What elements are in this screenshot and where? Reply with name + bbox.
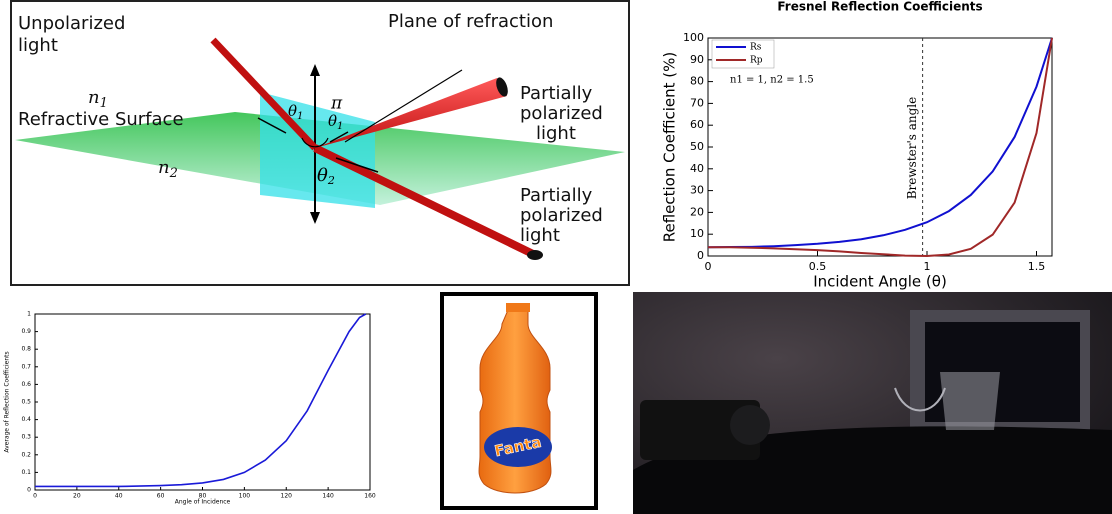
- x-tick-label: 1.5: [1028, 260, 1046, 273]
- x-tick-label: 120: [281, 493, 293, 500]
- room-photo: [633, 292, 1112, 514]
- y-tick-label: 80: [690, 75, 704, 88]
- bottle-photo: Fanta: [442, 294, 596, 508]
- y-tick-label: 100: [683, 31, 704, 44]
- y-tick-label: 0.1: [21, 469, 31, 476]
- y-tick-label: 20: [690, 205, 704, 218]
- y-axis-label: Average of Reflection Coefficients: [4, 351, 11, 452]
- plane-label: Plane of refraction: [388, 11, 553, 32]
- diagram: Unpolarized light Plane of refraction n1…: [11, 1, 629, 285]
- x-tick-label: 40: [115, 493, 123, 500]
- y-tick-label: 0.3: [21, 434, 31, 441]
- y-tick-label: 0: [27, 487, 31, 494]
- x-tick-label: 60: [157, 493, 165, 500]
- y-tick-label: 70: [690, 96, 704, 109]
- x-tick-label: 1: [923, 260, 930, 273]
- page: Unpolarized light Plane of refraction n1…: [0, 0, 1112, 514]
- x-tick-label: 20: [73, 493, 81, 500]
- y-tick-label: 0.4: [21, 416, 31, 423]
- x-axis-label: Angle of Incidence: [175, 499, 231, 506]
- x-tick-label: 0: [705, 260, 712, 273]
- surface-label: Refractive Surface: [18, 109, 184, 130]
- y-tick-label: 1: [27, 311, 31, 318]
- legend-label: Rs: [750, 43, 762, 53]
- lens: [730, 405, 770, 445]
- x-tick-label: 0.5: [809, 260, 827, 273]
- y-tick-label: 0.7: [21, 363, 31, 370]
- y-axis-label: Reflection Coefficient (%): [661, 52, 679, 243]
- refracted-label: light: [520, 225, 560, 246]
- x-tick-label: 0: [33, 493, 37, 500]
- y-tick-label: 0: [697, 249, 704, 262]
- y-tick-label: 0.6: [21, 381, 31, 388]
- bottle-cap: [506, 303, 530, 312]
- chart-title: Fresnel Reflection Coefficients: [777, 0, 982, 14]
- y-tick-label: 0.2: [21, 451, 31, 458]
- ray-end: [527, 250, 543, 260]
- glass: [940, 372, 1000, 430]
- reflected-label: polarized: [520, 103, 603, 124]
- annotation: n1 = 1, n2 = 1.5: [730, 75, 814, 86]
- pi-label: π: [330, 94, 343, 114]
- y-tick-label: 30: [690, 184, 704, 197]
- y-tick-label: 0.8: [21, 346, 31, 353]
- y-tick-label: 60: [690, 118, 704, 131]
- legend-label: Rp: [750, 56, 763, 66]
- refracted-label: Partially: [520, 185, 593, 206]
- y-tick-label: 0.5: [21, 399, 31, 406]
- y-tick-label: 10: [690, 227, 704, 240]
- x-axis-label: Incident Angle (θ): [813, 273, 947, 291]
- reflected-label: light: [536, 123, 576, 144]
- y-tick-label: 50: [690, 140, 704, 153]
- legend-box: [712, 40, 774, 68]
- incident-label: Unpolarized: [18, 13, 125, 34]
- y-tick-label: 0.9: [21, 328, 31, 335]
- reflected-label: Partially: [520, 83, 593, 104]
- y-tick-label: 90: [690, 53, 704, 66]
- x-tick-label: 140: [322, 493, 334, 500]
- brewster-label: Brewster's angle: [905, 97, 919, 200]
- plot-frame: [35, 314, 370, 490]
- y-tick-label: 40: [690, 162, 704, 175]
- incident-label: light: [18, 35, 58, 56]
- refracted-label: polarized: [520, 205, 603, 226]
- x-tick-label: 100: [239, 493, 251, 500]
- x-tick-label: 160: [364, 493, 376, 500]
